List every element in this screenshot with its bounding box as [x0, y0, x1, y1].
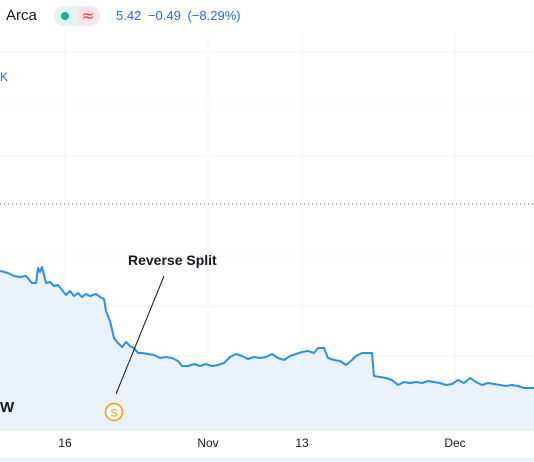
split-event-badge[interactable]: S — [104, 402, 124, 422]
market-status-segment — [54, 6, 77, 26]
time-scale-scrollbar[interactable] — [0, 458, 534, 462]
split-event-label: S — [110, 408, 117, 420]
x-tick-label: Dec — [444, 436, 465, 450]
volume-k-label: K — [0, 70, 9, 84]
time-axis: 16 Nov 13 Dec — [58, 436, 465, 450]
price-area-fill — [0, 267, 534, 430]
reverse-split-annotation: Reverse Split — [128, 252, 217, 268]
volume-w-label: W — [0, 399, 15, 416]
green-dot-icon — [61, 12, 69, 20]
x-tick-label: 13 — [295, 436, 309, 450]
price-readout: 5.42 −0.49 (−8.29%) — [116, 8, 244, 23]
market-status-pill[interactable]: ≈ — [54, 6, 100, 26]
wave-icon: ≈ — [81, 6, 95, 25]
price-line — [0, 266, 534, 389]
exchange-label: Arca — [6, 7, 37, 24]
price-change: −0.49 — [147, 8, 181, 23]
annotation-pointer-line — [115, 275, 165, 395]
x-tick-label: 16 — [58, 436, 72, 450]
symbol-header: Arca ≈ 5.42 −0.49 (−8.29%) — [0, 0, 534, 34]
last-price: 5.42 — [116, 8, 142, 23]
x-tick-label: Nov — [197, 436, 218, 450]
price-change-percent: (−8.29%) — [187, 8, 241, 23]
split-event-circle — [104, 402, 124, 422]
